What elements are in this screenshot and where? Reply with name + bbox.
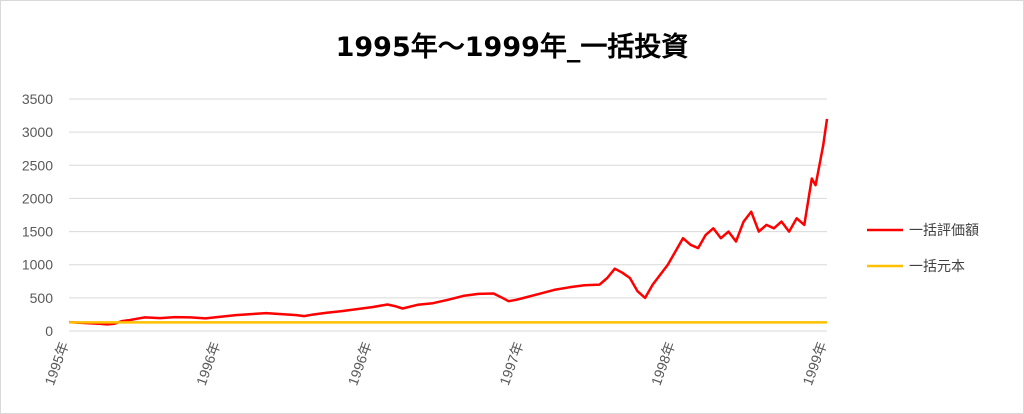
y-axis-ticks: 0 500 1000 1500 2000 2500 3000 3500 [22,91,53,339]
x-tick-label: 1995年 [41,340,71,388]
chart-title: 1995年～1999年_一括投資 [335,32,689,63]
x-tick-label: 1999年 [799,340,829,388]
y-tick-label: 2500 [22,157,53,173]
x-tick-label: 1996年 [193,340,223,388]
y-tick-label: 2000 [22,190,53,206]
legend-label-0: 一括評価額 [909,223,979,239]
legend-label-1: 一括元本 [909,259,965,275]
x-tick-label: 1997年 [496,340,526,388]
grid-lines [69,98,827,332]
y-tick-label: 3500 [22,91,53,107]
y-tick-label: 0 [45,323,53,339]
x-axis-ticks: 1995年 1996年 1996年 1997年 1998年 1999年 [41,340,829,388]
y-tick-label: 1500 [22,224,53,240]
series-line-0 [68,118,829,326]
y-tick-label: 1000 [22,257,53,273]
y-tick-label: 500 [30,290,54,306]
x-tick-label: 1998年 [648,340,678,388]
x-tick-label: 1996年 [345,340,375,388]
series-lines [68,118,829,326]
y-tick-label: 3000 [22,124,53,140]
